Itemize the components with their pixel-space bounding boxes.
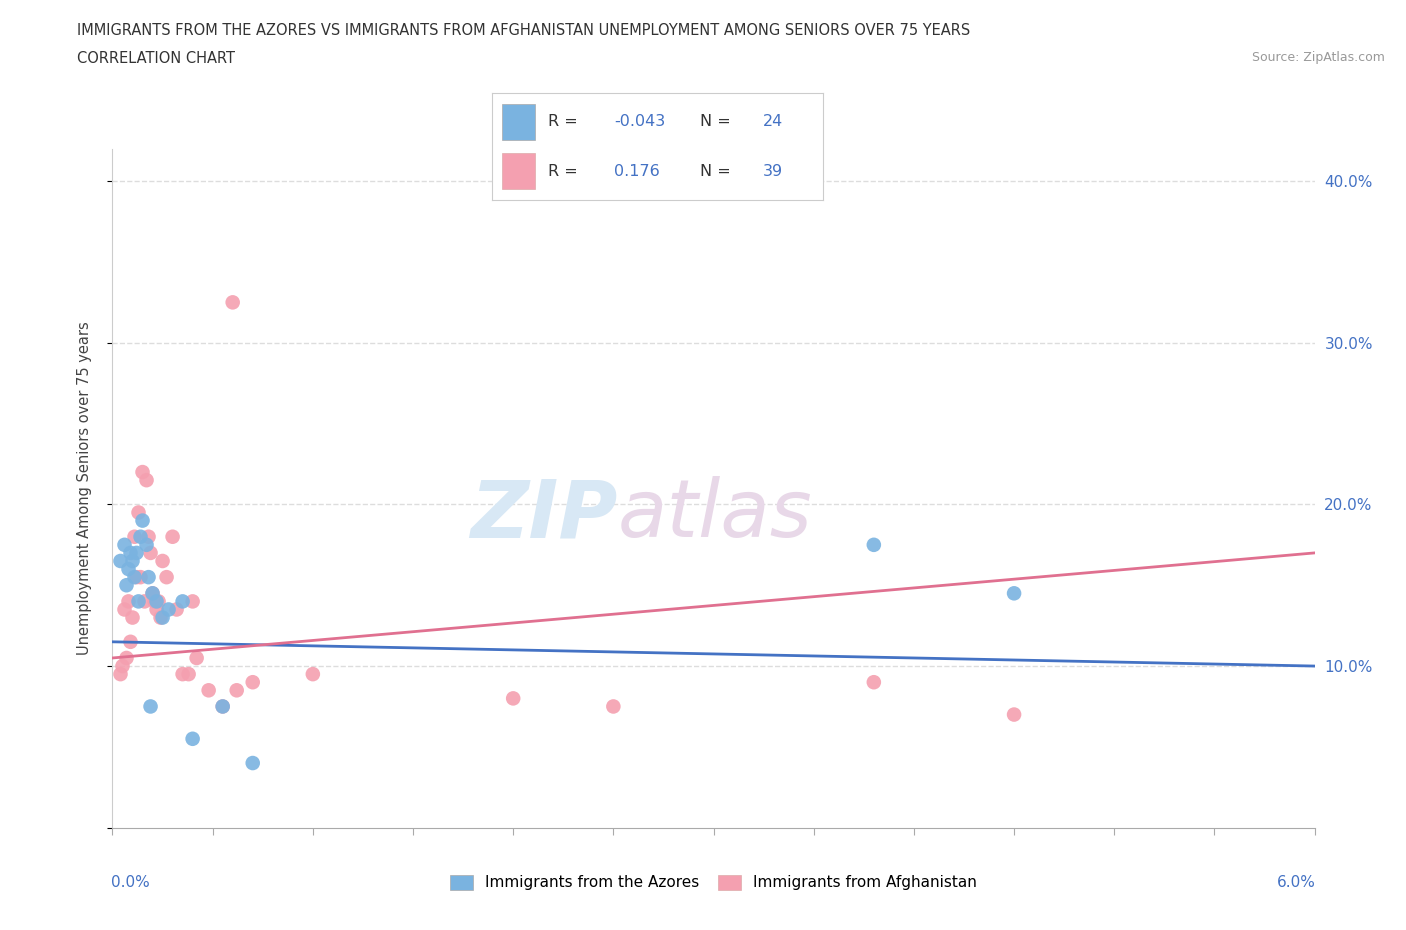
Point xyxy=(148,594,170,609)
Point xyxy=(135,538,157,552)
Point xyxy=(124,529,146,544)
Legend: Immigrants from the Azores, Immigrants from Afghanistan: Immigrants from the Azores, Immigrants f… xyxy=(443,867,984,898)
Point xyxy=(125,570,148,585)
Point xyxy=(152,553,174,568)
Point xyxy=(862,675,886,690)
Point xyxy=(172,667,194,682)
Point xyxy=(862,538,886,552)
Point xyxy=(139,546,162,561)
Point xyxy=(121,553,143,568)
Point xyxy=(115,651,138,666)
Point xyxy=(211,699,233,714)
Point xyxy=(177,667,200,682)
Point xyxy=(141,586,163,601)
Point xyxy=(222,295,245,310)
Text: R =: R = xyxy=(548,114,578,129)
Text: 0.0%: 0.0% xyxy=(111,875,150,890)
Text: 6.0%: 6.0% xyxy=(1277,875,1316,890)
FancyBboxPatch shape xyxy=(502,153,536,190)
FancyBboxPatch shape xyxy=(502,104,536,140)
Point xyxy=(186,651,208,666)
Point xyxy=(602,699,624,714)
Point xyxy=(111,658,134,673)
Text: Source: ZipAtlas.com: Source: ZipAtlas.com xyxy=(1251,51,1385,64)
Text: R =: R = xyxy=(548,164,578,179)
Point xyxy=(128,594,150,609)
Point xyxy=(143,594,166,609)
Point xyxy=(197,683,219,698)
Point xyxy=(138,529,160,544)
Point xyxy=(131,465,153,480)
Text: IMMIGRANTS FROM THE AZORES VS IMMIGRANTS FROM AFGHANISTAN UNEMPLOYMENT AMONG SEN: IMMIGRANTS FROM THE AZORES VS IMMIGRANTS… xyxy=(77,23,970,38)
Point xyxy=(181,594,204,609)
Point xyxy=(120,546,142,561)
Point xyxy=(162,529,184,544)
Text: ZIP: ZIP xyxy=(470,476,617,554)
Point xyxy=(129,529,152,544)
Point xyxy=(211,699,233,714)
Point xyxy=(152,610,174,625)
Point xyxy=(134,594,156,609)
Point xyxy=(225,683,247,698)
Point xyxy=(125,546,148,561)
Text: atlas: atlas xyxy=(617,476,813,554)
Point xyxy=(181,731,204,746)
Point xyxy=(1002,707,1025,722)
Point xyxy=(120,634,142,649)
Point xyxy=(139,699,162,714)
Point xyxy=(157,602,180,617)
Text: -0.043: -0.043 xyxy=(614,114,665,129)
Point xyxy=(166,602,188,617)
Point xyxy=(114,538,136,552)
Text: N =: N = xyxy=(700,164,731,179)
Point xyxy=(145,602,167,617)
Point xyxy=(301,667,323,682)
Point xyxy=(117,594,139,609)
Point xyxy=(129,570,152,585)
Point xyxy=(131,513,153,528)
Point xyxy=(141,586,163,601)
Point xyxy=(145,594,167,609)
Point xyxy=(117,562,139,577)
Text: 24: 24 xyxy=(763,114,783,129)
Point xyxy=(128,505,150,520)
Text: 0.176: 0.176 xyxy=(614,164,659,179)
Point xyxy=(138,570,160,585)
Point xyxy=(172,594,194,609)
Point xyxy=(502,691,524,706)
Text: CORRELATION CHART: CORRELATION CHART xyxy=(77,51,235,66)
Point xyxy=(115,578,138,592)
Point xyxy=(110,667,132,682)
Point xyxy=(110,553,132,568)
Point xyxy=(149,610,172,625)
Y-axis label: Unemployment Among Seniors over 75 years: Unemployment Among Seniors over 75 years xyxy=(77,322,91,655)
Point xyxy=(121,610,143,625)
Point xyxy=(114,602,136,617)
Point xyxy=(242,755,264,770)
Point xyxy=(124,570,146,585)
Point xyxy=(155,570,177,585)
Text: 39: 39 xyxy=(763,164,783,179)
Point xyxy=(242,675,264,690)
Text: N =: N = xyxy=(700,114,731,129)
Point xyxy=(1002,586,1025,601)
Point xyxy=(135,472,157,487)
